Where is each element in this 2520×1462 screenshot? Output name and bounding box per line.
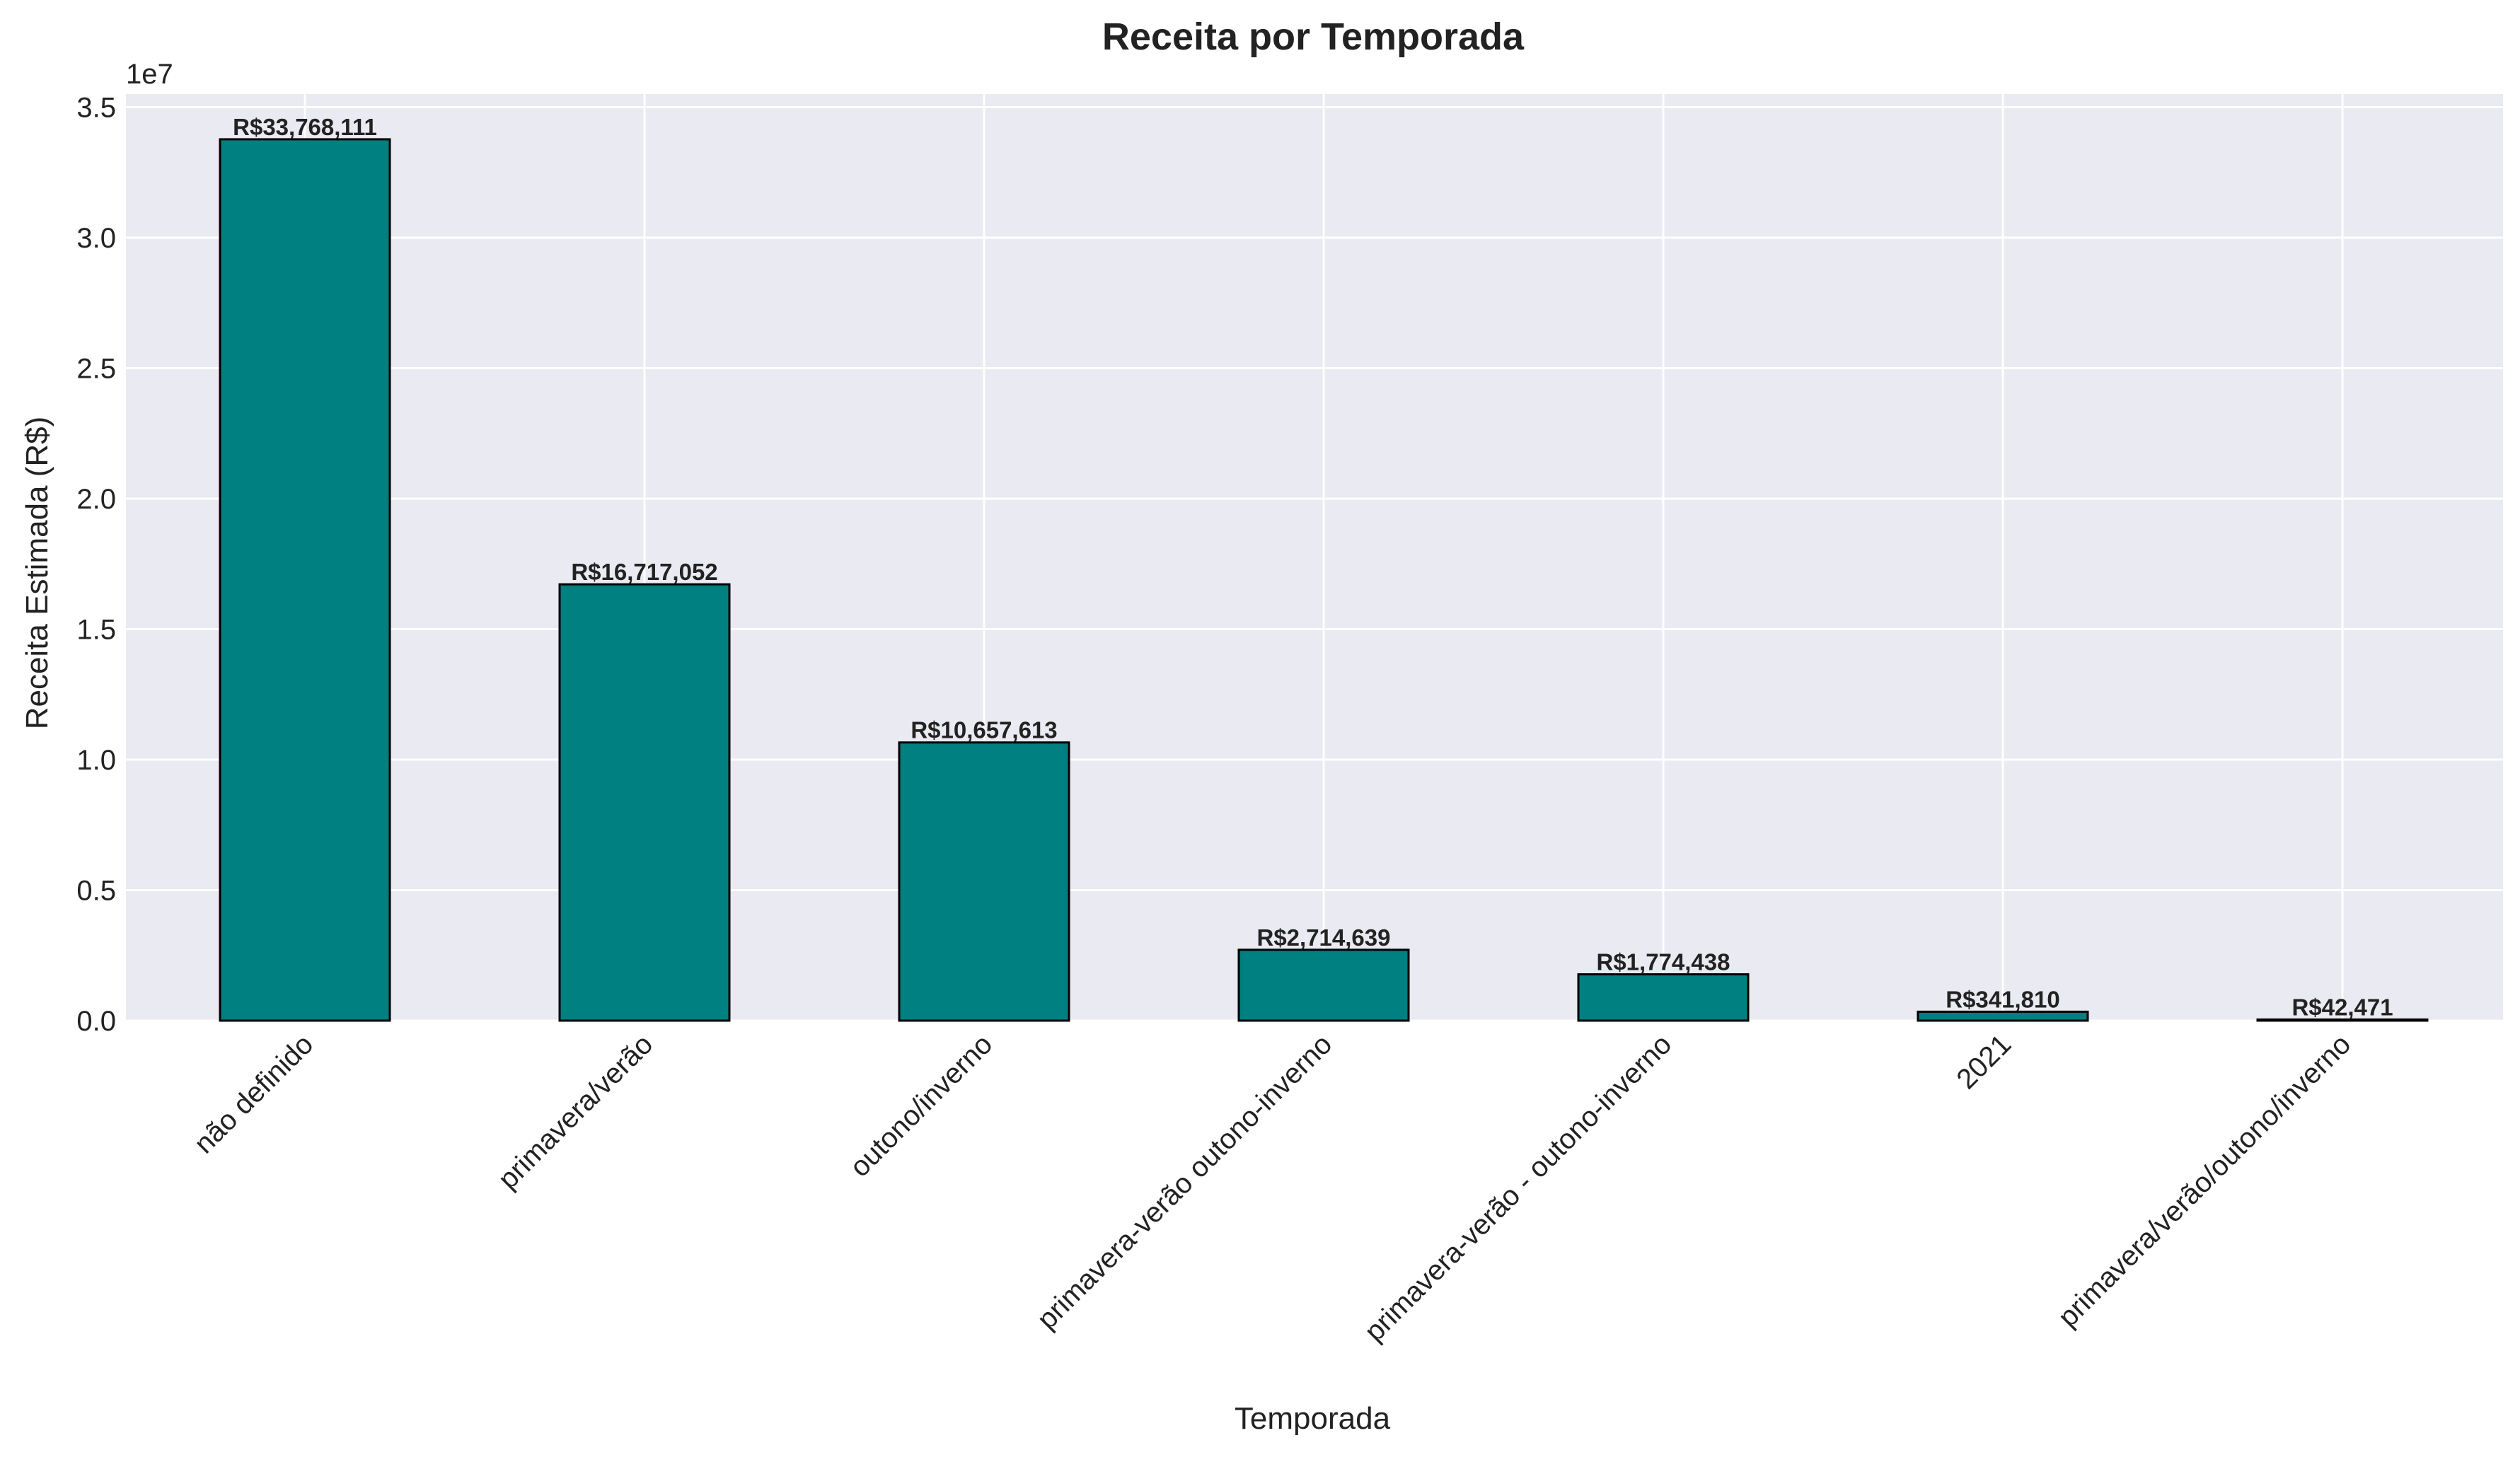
bar-value-label: R$341,810	[1946, 986, 2059, 1012]
bar	[219, 138, 391, 1022]
x-axis-label: Temporada	[1235, 1401, 1391, 1436]
bar	[1237, 948, 1410, 1022]
bar	[558, 583, 731, 1022]
bar	[1577, 973, 1750, 1022]
x-axis-ticks: não definido primavera/verão outono/invern…	[188, 1028, 2357, 1347]
y-tick-label: 0.0	[76, 1006, 116, 1037]
bar-value-label: R$33,768,111	[233, 114, 377, 140]
bar	[1917, 1010, 2089, 1022]
grid-lines	[126, 94, 2503, 1022]
y-axis-label: Receita Estimada (R$)	[20, 417, 54, 730]
bar-value-label: R$16,717,052	[571, 559, 717, 585]
x-tick-label: primavera-verão - outono-inverno	[1358, 1028, 1677, 1347]
x-tick-label: primavera/verão/outono/inverno	[2052, 1028, 2357, 1333]
x-tick-label: 2021	[1950, 1028, 2017, 1095]
bar	[898, 741, 1070, 1022]
x-tick-label: primavera-verão outono-inverno	[1031, 1028, 1339, 1335]
y-tick-label: 3.5	[76, 92, 116, 123]
y-tick-label: 3.0	[76, 223, 116, 254]
bar-value-label: R$10,657,613	[911, 717, 1057, 743]
bars	[219, 138, 2429, 1022]
x-tick-label: outono/inverno	[844, 1028, 998, 1183]
y-tick-label: 2.5	[76, 353, 116, 384]
y-tick-label: 1.5	[76, 614, 116, 645]
bar-value-label: R$2,714,639	[1257, 924, 1391, 951]
bar-value-label: R$1,774,438	[1597, 949, 1730, 975]
y-axis-ticks: 0.0 0.5 1.0 1.5 2.0 2.5 3.0 3.5	[76, 92, 116, 1037]
plot-area	[126, 94, 2503, 1021]
chart-title: Receita por Temporada	[1102, 16, 1525, 58]
bar	[2256, 1018, 2429, 1022]
y-tick-label: 2.0	[76, 484, 116, 515]
x-tick-label: primavera/verão	[492, 1028, 659, 1195]
y-tick-label: 1.0	[76, 745, 116, 776]
bar-value-label: R$42,471	[2291, 994, 2393, 1020]
data-labels: R$33,768,111 R$16,717,052 R$10,657,613 R$2,…	[233, 114, 2393, 1021]
y-axis-offset-label: 1e7	[126, 59, 173, 90]
y-tick-label: 0.5	[76, 875, 116, 906]
x-tick-label: não definido	[188, 1028, 319, 1159]
